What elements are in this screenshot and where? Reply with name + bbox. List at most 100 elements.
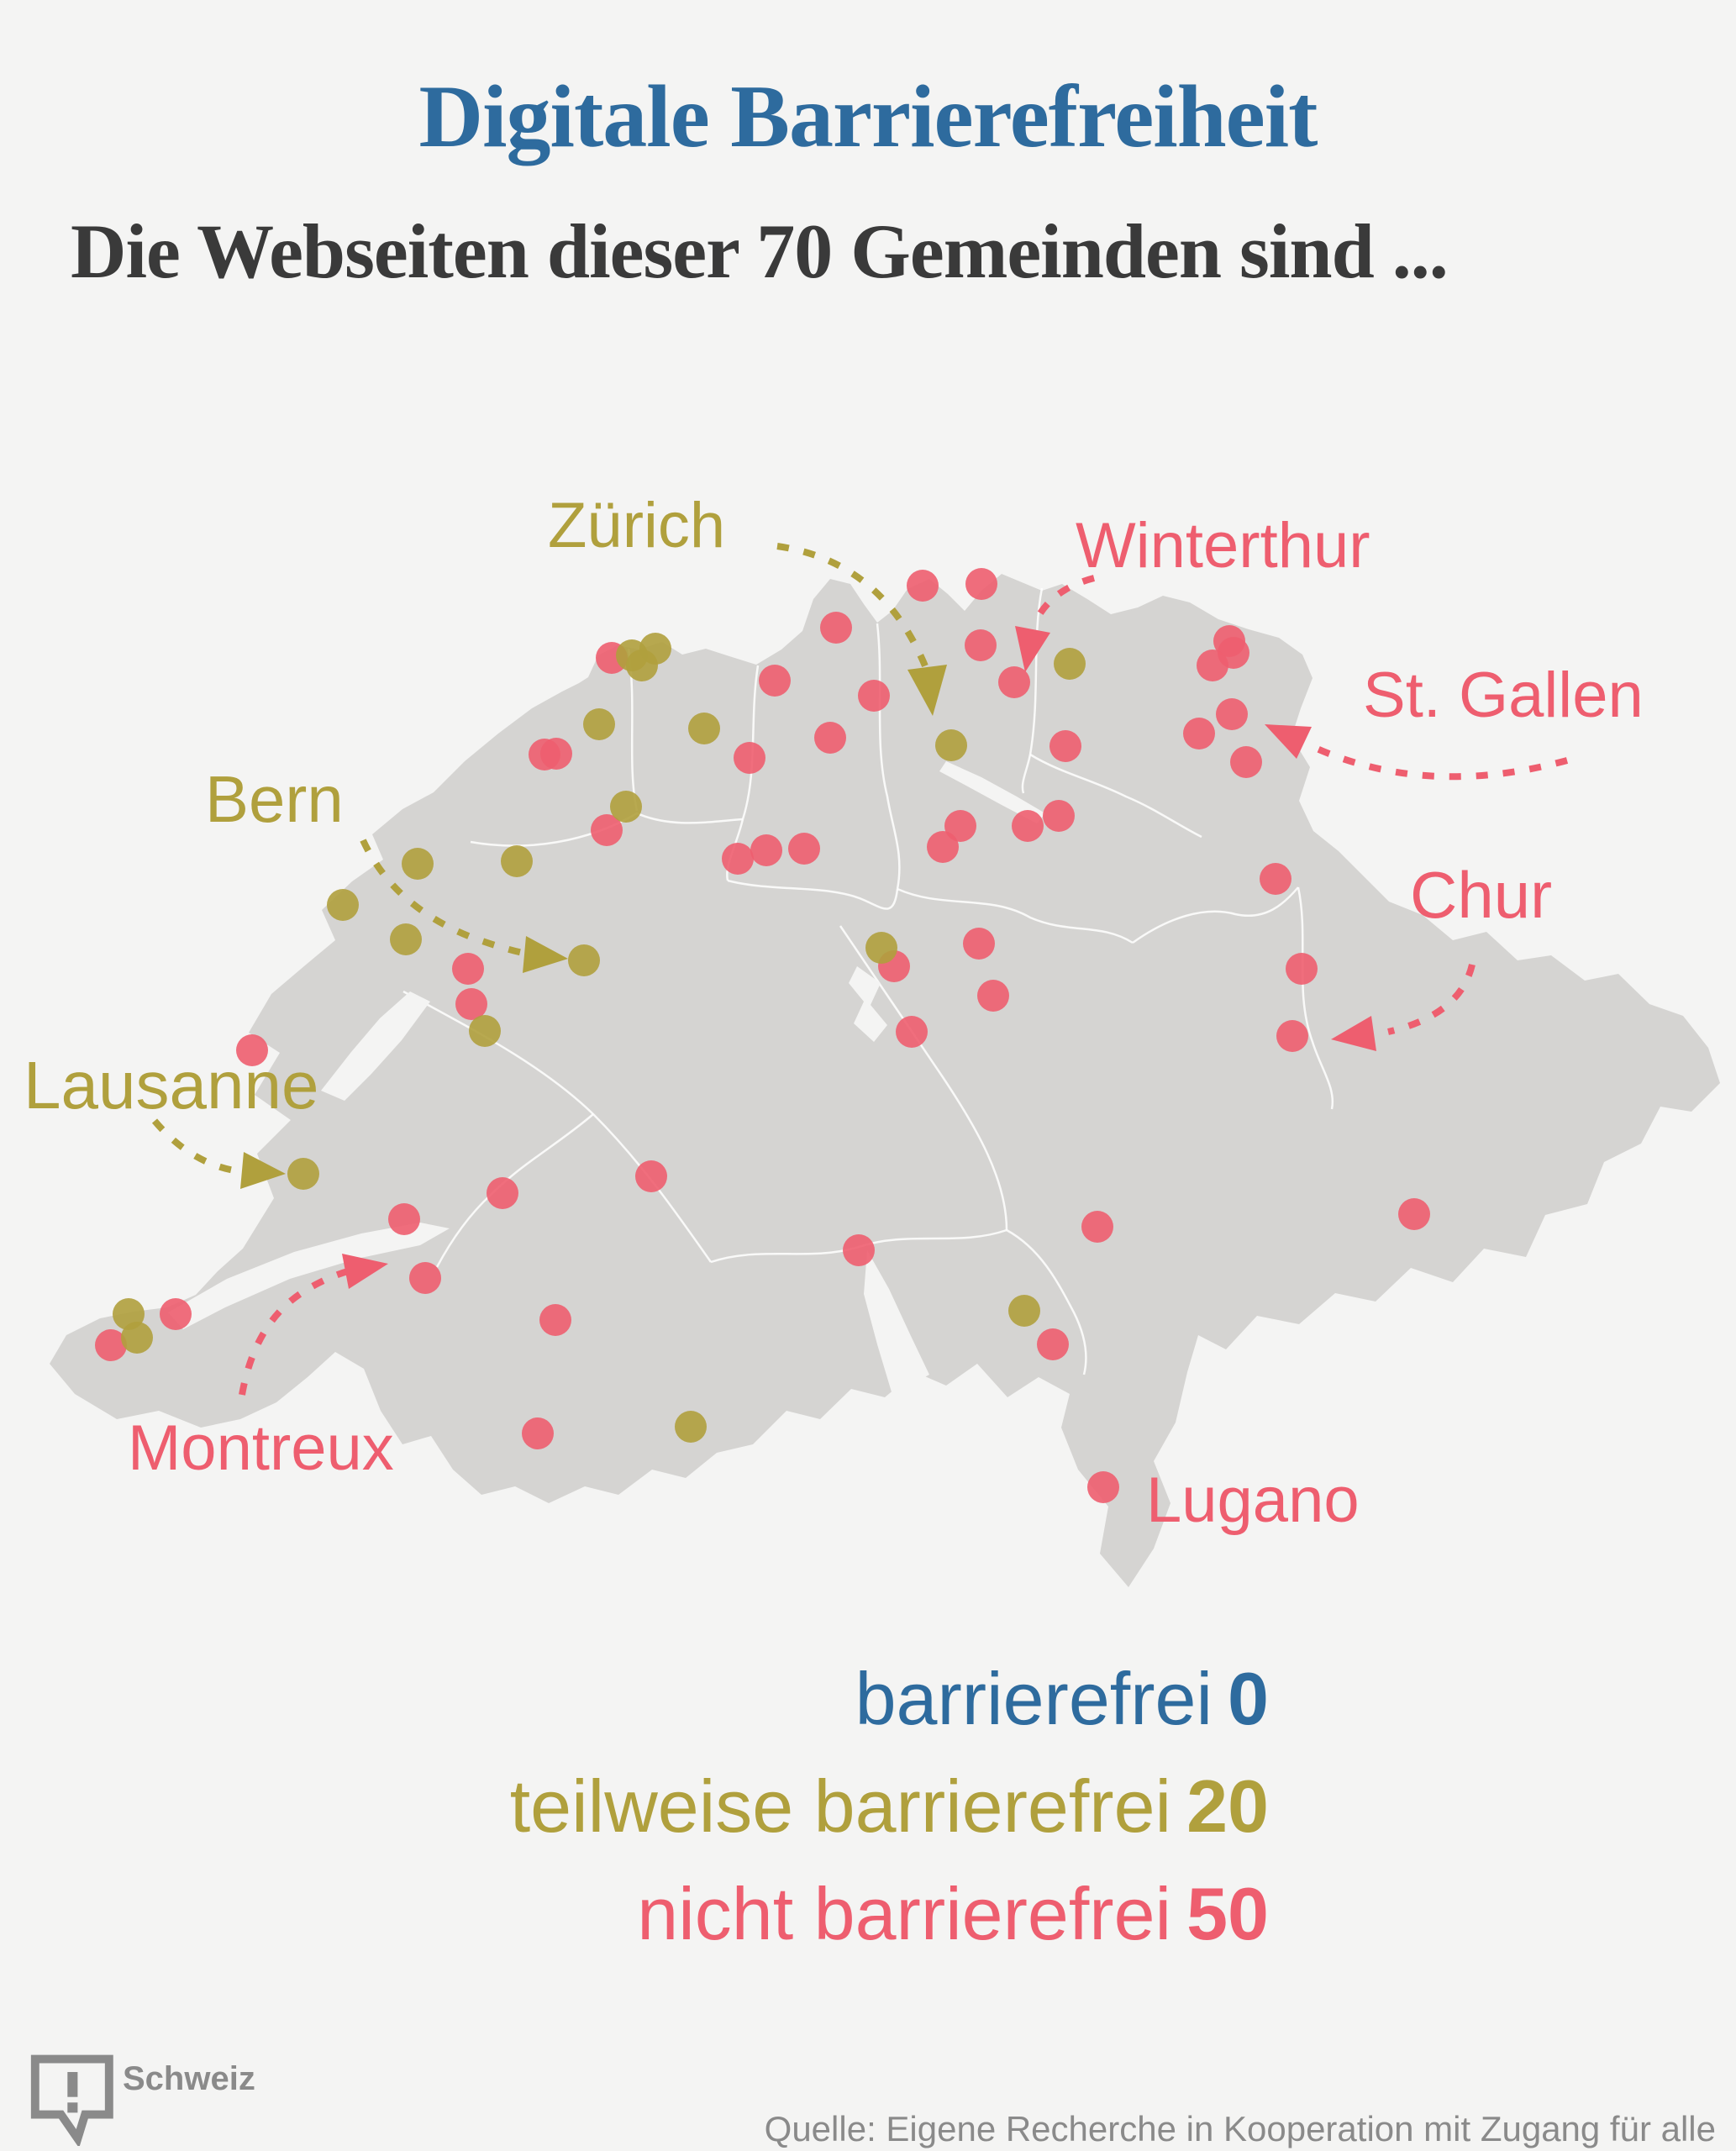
map-dot-not_accessible (1197, 650, 1228, 681)
legend-count: 0 (1228, 1657, 1269, 1740)
lake-maggiore (864, 1250, 929, 1395)
map-dot-not_accessible (750, 834, 782, 866)
speech-bubble-icon (30, 2054, 113, 2148)
municipality-dots (95, 568, 1430, 1503)
map-dot-not_accessible (388, 1203, 420, 1235)
map-dot-not_accessible (722, 843, 754, 875)
map-dot-not_accessible (236, 1034, 268, 1066)
map-dot-not_accessible (1037, 1328, 1069, 1360)
map-dot-not_accessible (452, 953, 484, 985)
map-dot-not_accessible (1183, 718, 1215, 749)
map-dot-not_accessible (965, 629, 997, 661)
lake-lucerne (849, 966, 887, 1042)
map-dot-not_accessible (1216, 698, 1248, 730)
city-label-lugano: Lugano (1146, 1465, 1360, 1536)
city-label-chur: Chur (1410, 858, 1553, 932)
map-dot-partial (626, 650, 658, 681)
legend-label: nicht barrierefrei (637, 1872, 1172, 1955)
city-label-st-gallen: St. Gallen (1363, 660, 1644, 731)
map-dot-partial (287, 1158, 319, 1190)
publisher-logo (28, 2054, 120, 2150)
map-dot-partial (121, 1322, 153, 1354)
lake-geneva (168, 1223, 450, 1329)
publisher-name: Schweiz (123, 2060, 255, 2097)
map-dot-not_accessible (409, 1262, 441, 1294)
map-dot-partial (935, 729, 967, 761)
map-dot-partial (583, 708, 615, 740)
city-label-bern: Bern (205, 762, 344, 836)
source-credit: Quelle: Eigene Recherche in Kooperation … (764, 2109, 1716, 2148)
map-dot-not_accessible (1260, 863, 1291, 895)
page-subtitle: Die Webseiten dieser 70 Gemeinden sind .… (71, 208, 1449, 294)
map-dot-not_accessible (95, 1329, 127, 1361)
map-dot-partial (1008, 1295, 1040, 1327)
map-dot-not_accessible (820, 612, 852, 644)
map-dot-not_accessible (1012, 810, 1044, 842)
arrow-chur (1331, 963, 1476, 1051)
canton-borders (402, 587, 1334, 1375)
map-dot-not_accessible (963, 928, 995, 960)
map-dot-partial (865, 932, 897, 964)
legend-label: barrierefrei (855, 1657, 1213, 1740)
map-dot-not_accessible (160, 1298, 192, 1330)
map-dot-not_accessible (522, 1417, 554, 1449)
map-dot-partial (327, 889, 359, 921)
map-dot-not_accessible (539, 1304, 571, 1336)
map-dot-not_accessible (591, 814, 623, 846)
map-dot-not_accessible (734, 742, 765, 774)
city-label-zurich: Zürich (548, 490, 726, 561)
map-dot-not_accessible (1087, 1471, 1119, 1503)
map-dot-partial (675, 1411, 707, 1443)
map-dot-not_accessible (858, 680, 890, 712)
legend-item-accessible: barrierefrei 0 (510, 1645, 1269, 1753)
lakes (168, 761, 1045, 1395)
arrow-bern (360, 839, 568, 973)
map-dot-partial (610, 791, 642, 823)
lake-neuchatel (321, 991, 430, 1101)
legend-count: 50 (1186, 1872, 1269, 1955)
map-dot-not_accessible (788, 833, 820, 865)
map-dot-not_accessible (540, 738, 572, 770)
map-dot-partial (568, 944, 600, 976)
map-dot-not_accessible (998, 666, 1030, 698)
map-dot-not_accessible (843, 1234, 875, 1266)
map-dot-not_accessible (759, 665, 791, 697)
map-dot-not_accessible (1286, 953, 1318, 985)
city-label-lausanne: Lausanne (24, 1048, 319, 1123)
map-dot-partial (501, 845, 533, 877)
arrow-st-gallen (1265, 724, 1569, 781)
page-title: Digitale Barrierefreiheit (418, 67, 1318, 166)
map-dot-not_accessible (977, 980, 1009, 1012)
legend-count: 20 (1186, 1764, 1269, 1848)
map-dot-not_accessible (814, 722, 846, 754)
map-dot-not_accessible (944, 810, 976, 842)
map-dot-not_accessible (1398, 1198, 1430, 1230)
map-dot-not_accessible (487, 1177, 518, 1209)
map-dot-partial (402, 848, 434, 880)
arrow-montreux (239, 1254, 388, 1396)
map-dot-not_accessible (965, 568, 997, 600)
map-dot-not_accessible (635, 1160, 667, 1192)
map-dot-not_accessible (1081, 1211, 1113, 1243)
lake-zurich (939, 761, 1045, 823)
map-dot-not_accessible (1049, 730, 1081, 762)
country-silhouette (50, 574, 1720, 1587)
city-label-montreux: Montreux (128, 1412, 394, 1484)
legend-item-not-accessible: nicht barrierefrei 50 (510, 1860, 1269, 1968)
city-label-winterthur: Winterthur (1076, 510, 1370, 581)
map-dot-not_accessible (1043, 800, 1075, 832)
map-dot-not_accessible (1230, 746, 1262, 778)
map-dot-not_accessible (907, 570, 939, 602)
map-dot-not_accessible (1276, 1020, 1308, 1052)
map-dot-not_accessible (896, 1016, 928, 1048)
arrow-lausanne (151, 1118, 286, 1189)
map-dot-partial (688, 713, 720, 744)
annotation-arrows (151, 543, 1569, 1396)
map-dot-partial (1054, 648, 1086, 680)
map-dot-not_accessible (927, 831, 959, 863)
legend-item-partial: teilweise barrierefrei 20 (510, 1753, 1269, 1860)
legend: barrierefrei 0 teilweise barrierefrei 20 n… (510, 1645, 1269, 1968)
